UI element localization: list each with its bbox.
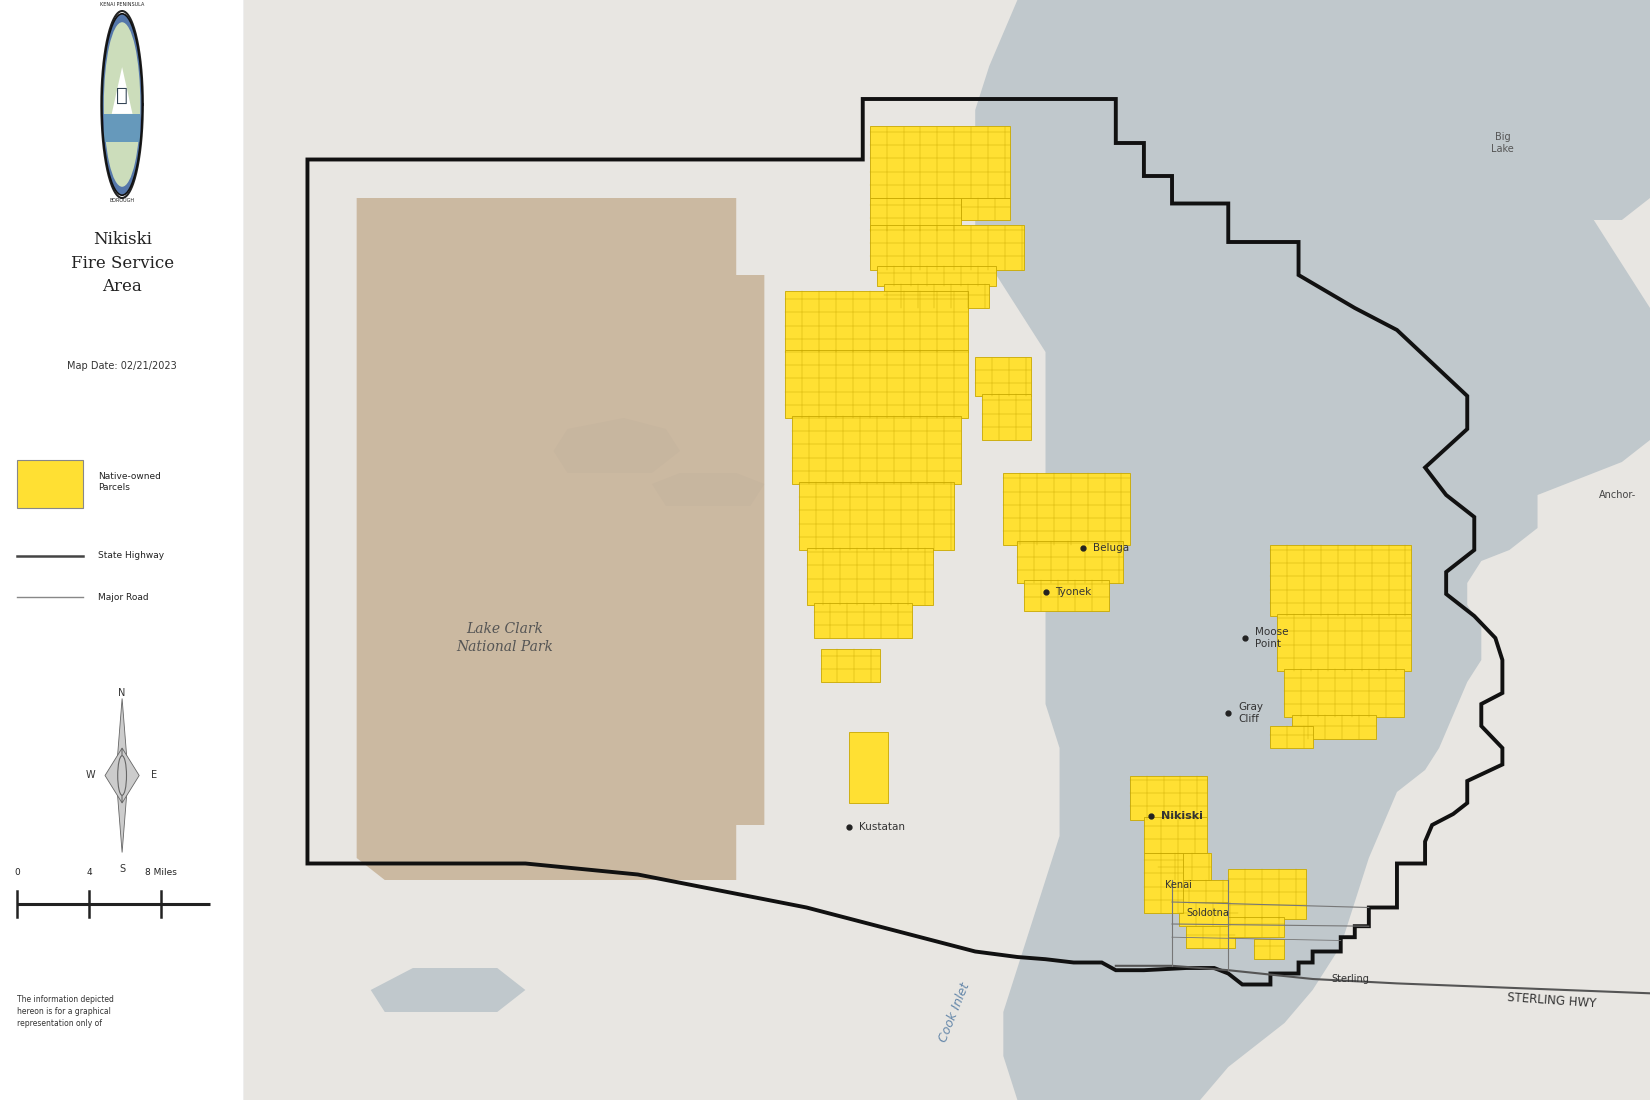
Text: 🦅: 🦅 [116,86,129,104]
Polygon shape [116,776,129,853]
Text: BOROUGH: BOROUGH [109,198,135,204]
Bar [800,482,954,550]
Text: Moose
Point: Moose Point [1256,627,1289,649]
Bar [1180,902,1238,926]
Circle shape [104,22,140,187]
Bar [820,649,879,682]
Bar [982,394,1031,440]
Polygon shape [1130,0,1650,220]
Bar [1228,917,1284,937]
Polygon shape [371,968,525,1012]
Text: S: S [119,864,125,874]
Text: Soldotna: Soldotna [1186,908,1229,918]
Circle shape [102,14,142,195]
Bar [1284,669,1404,717]
Bar [876,266,997,286]
Text: 4: 4 [86,868,92,877]
Bar [1270,726,1313,748]
Text: KENAI PENINSULA: KENAI PENINSULA [101,2,144,8]
Text: Nikiski
Fire Service
Area: Nikiski Fire Service Area [71,231,173,295]
Bar [16,460,82,508]
Bar [807,548,932,605]
Text: W: W [86,770,96,781]
Bar [848,732,888,803]
Text: Kenai: Kenai [1165,880,1191,891]
Bar [884,284,990,308]
Bar [785,350,969,418]
Bar [1186,926,1236,948]
Bar [1130,776,1208,820]
Text: The information depicted
hereon is for a graphical
representation only of: The information depicted hereon is for a… [16,996,114,1028]
Bar [1270,544,1411,616]
Bar [785,292,969,352]
Bar [1254,939,1284,959]
Bar [1143,817,1208,852]
Text: E: E [150,770,157,781]
Text: Cook Inlet: Cook Inlet [936,980,972,1044]
Text: Major Road: Major Road [97,593,148,602]
Bar [1158,852,1211,880]
Bar [962,198,1010,220]
Bar [870,126,1010,198]
Bar [870,226,1025,270]
Text: State Highway: State Highway [97,551,163,560]
Text: 0: 0 [15,868,20,877]
Bar [1228,869,1305,918]
Text: Native-owned
Parcels: Native-owned Parcels [97,472,160,492]
Text: Big
Lake: Big Lake [1492,132,1513,154]
Text: 8 Miles: 8 Miles [145,868,177,877]
Polygon shape [106,748,122,803]
Text: Kustatan: Kustatan [858,822,904,833]
Polygon shape [122,748,139,803]
Polygon shape [104,113,140,142]
Bar [1025,580,1109,611]
Text: Anchor-: Anchor- [1599,490,1635,500]
Text: STERLING HWY: STERLING HWY [1506,991,1597,1011]
Bar [1172,880,1228,904]
Text: Nikiski: Nikiski [1162,811,1203,822]
Bar [1277,614,1411,671]
Polygon shape [116,698,129,776]
Bar [1143,852,1183,913]
Polygon shape [652,473,764,506]
Polygon shape [553,418,680,473]
Bar [792,416,962,484]
Circle shape [117,756,127,795]
Bar [1018,541,1122,583]
Text: N: N [119,688,125,698]
Bar [975,358,1031,396]
Text: Beluga: Beluga [1094,542,1130,553]
Text: Tyonek: Tyonek [1056,586,1092,597]
Polygon shape [112,67,132,113]
Bar [813,603,912,638]
Polygon shape [300,198,764,880]
Polygon shape [1454,99,1594,176]
Text: Sterling: Sterling [1332,974,1370,984]
Bar [1003,473,1130,544]
Polygon shape [975,0,1650,1100]
Text: Lake Clark
National Park: Lake Clark National Park [455,621,553,654]
Text: Map Date: 02/21/2023: Map Date: 02/21/2023 [68,361,177,371]
Text: Gray
Cliff: Gray Cliff [1238,702,1264,724]
Bar [870,198,962,231]
Bar [1292,715,1376,739]
